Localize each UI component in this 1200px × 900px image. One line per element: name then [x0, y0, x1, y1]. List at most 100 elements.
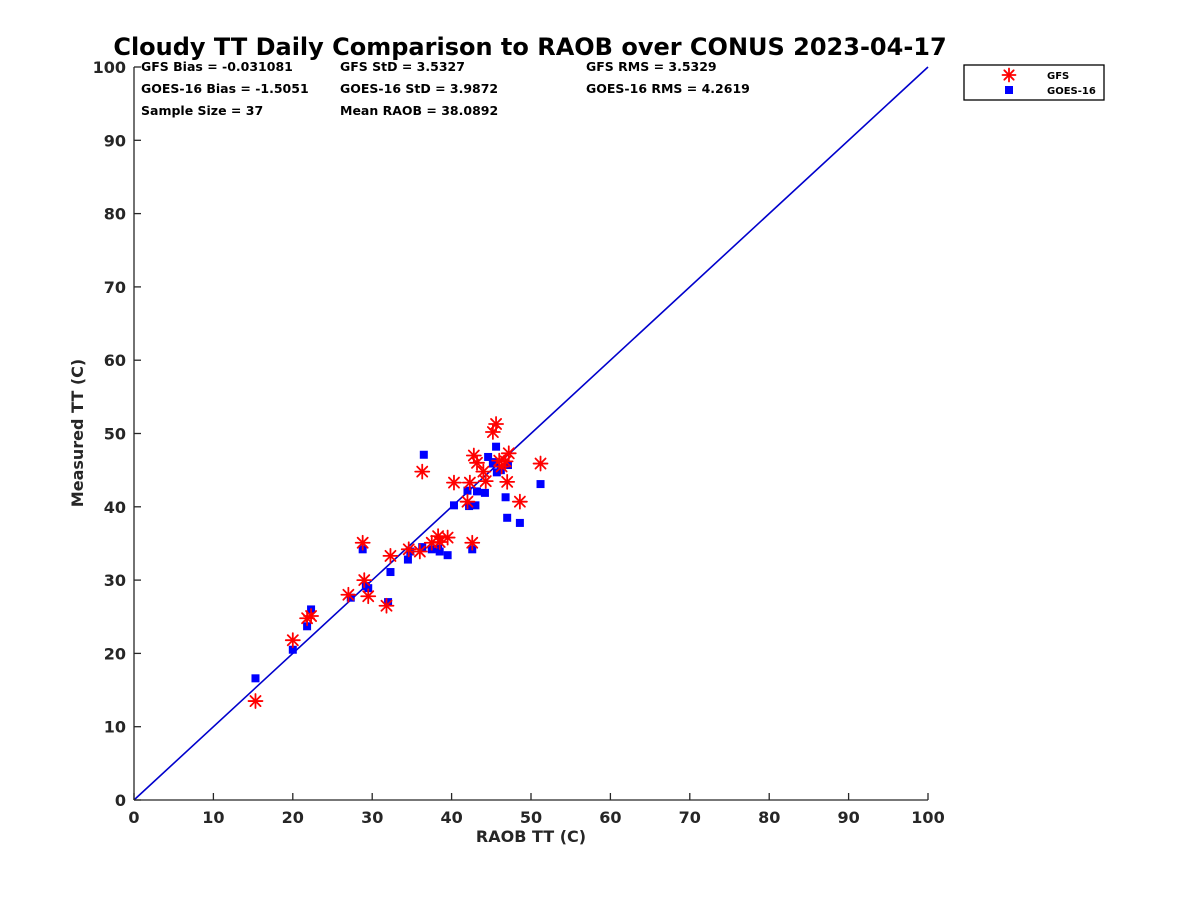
asterisk-stroke [471, 456, 483, 469]
asterisk-stroke [441, 531, 454, 544]
asterisk-stroke [380, 599, 393, 612]
asterisk-stroke [467, 449, 480, 462]
x-tick-label: 80 [758, 808, 780, 827]
y-tick-label: 0 [115, 791, 126, 810]
gfs-point [459, 493, 476, 510]
goes16-point [419, 450, 428, 459]
goes16-point [303, 622, 312, 631]
goes16-point [418, 543, 427, 552]
one-to-one-reference-line [133, 66, 929, 801]
asterisk-stroke [249, 695, 262, 707]
x-tick-label: 30 [361, 808, 383, 827]
goes16-point [492, 442, 501, 451]
goes16-point [435, 547, 444, 556]
asterisk-stroke [358, 574, 371, 587]
goes16-rms-text: GOES-16 RMS = 4.2619 [586, 81, 750, 96]
y-tick-label: 20 [104, 644, 126, 663]
goes16-point [465, 502, 474, 511]
goes16-std-text: GOES-16 StD = 3.9872 [340, 81, 498, 96]
gfs-point [382, 548, 399, 564]
y-tick-label: 70 [104, 278, 126, 297]
gfs-point [469, 454, 485, 471]
goes16-point [449, 501, 458, 510]
asterisk-stroke [490, 418, 503, 430]
asterisk-stroke [534, 457, 547, 470]
goes16-point [503, 461, 512, 470]
asterisk-stroke [402, 543, 415, 556]
gfs-point [340, 586, 357, 603]
asterisk-stroke [356, 536, 369, 549]
x-tick-label: 60 [599, 808, 621, 827]
gfs-point [284, 632, 301, 649]
plot-area [133, 66, 929, 801]
asterisk-stroke [513, 495, 526, 508]
x-tick-label: 20 [282, 808, 304, 827]
gfs-point [378, 597, 395, 614]
goes16-point [473, 487, 482, 496]
y-tick-label: 30 [104, 571, 126, 590]
gfs-series [247, 416, 549, 709]
asterisk-stroke [362, 590, 375, 603]
goes16-point [515, 518, 524, 527]
goes16-point [503, 513, 512, 522]
asterisk-stroke [477, 465, 490, 478]
legend-gfs-label: GFS [1047, 71, 1069, 82]
legend-goes16-marker [1005, 86, 1013, 94]
gfs-point [500, 445, 517, 462]
gfs-point [499, 473, 516, 490]
y-axis-label: Measured TT (C) [68, 359, 87, 507]
x-axis-label: RAOB TT (C) [476, 827, 586, 846]
gfs-point [532, 455, 549, 472]
goes16-point [403, 555, 412, 564]
gfs-point [354, 534, 371, 551]
y-tick-label: 60 [104, 351, 126, 370]
legend-gfs-marker [1001, 67, 1017, 83]
asterisk-stroke [432, 530, 445, 543]
x-tick-label: 0 [128, 808, 139, 827]
gfs-point [360, 588, 377, 605]
asterisk-stroke [461, 495, 474, 508]
asterisk-stroke [413, 545, 426, 558]
gfs-point [446, 474, 462, 491]
goes16-point [384, 598, 393, 607]
gfs-point [411, 543, 428, 560]
gfs-point [475, 463, 492, 480]
asterisk-stroke [305, 610, 318, 622]
x-tick-label: 50 [520, 808, 542, 827]
asterisk-stroke [448, 476, 460, 489]
goes16-point [443, 551, 452, 560]
goes16-point [501, 493, 510, 502]
goes16-point [463, 486, 472, 495]
goes16-bias-text: GOES-16 Bias = -1.5051 [141, 81, 309, 96]
asterisk-stroke [502, 447, 515, 460]
asterisk-stroke [342, 588, 355, 601]
goes16-point [288, 645, 297, 654]
mean-raob-text: Mean RAOB = 38.0892 [340, 103, 498, 118]
y-tick-label: 90 [104, 131, 126, 150]
legend-goes16-label: GOES-16 [1047, 86, 1096, 97]
y-tick-label: 80 [104, 205, 126, 224]
x-tick-label: 90 [837, 808, 859, 827]
asterisk-stroke [479, 475, 492, 488]
y-tick-label: 50 [104, 425, 126, 444]
gfs-rms-text: GFS RMS = 3.5329 [586, 59, 717, 74]
goes16-point [471, 501, 480, 510]
y-tick-label: 10 [104, 718, 126, 737]
asterisk-stroke [384, 549, 397, 562]
asterisk-stroke [463, 476, 476, 489]
goes16-point [491, 458, 500, 467]
goes16-point [484, 452, 493, 461]
goes16-point [386, 568, 395, 577]
legend: GFS GOES-16 [963, 64, 1105, 101]
gfs-point [414, 463, 431, 480]
goes16-point [536, 480, 545, 489]
x-tick-label: 40 [440, 808, 462, 827]
x-axis-ticks: 0 10 20 30 40 50 60 70 80 90 100 [128, 793, 945, 827]
gfs-point [477, 473, 494, 490]
legend-box [963, 64, 1105, 101]
y-tick-label: 100 [93, 58, 126, 77]
asterisk-stroke [286, 634, 299, 647]
asterisk-stroke [501, 475, 514, 488]
goes16-point [251, 674, 260, 683]
